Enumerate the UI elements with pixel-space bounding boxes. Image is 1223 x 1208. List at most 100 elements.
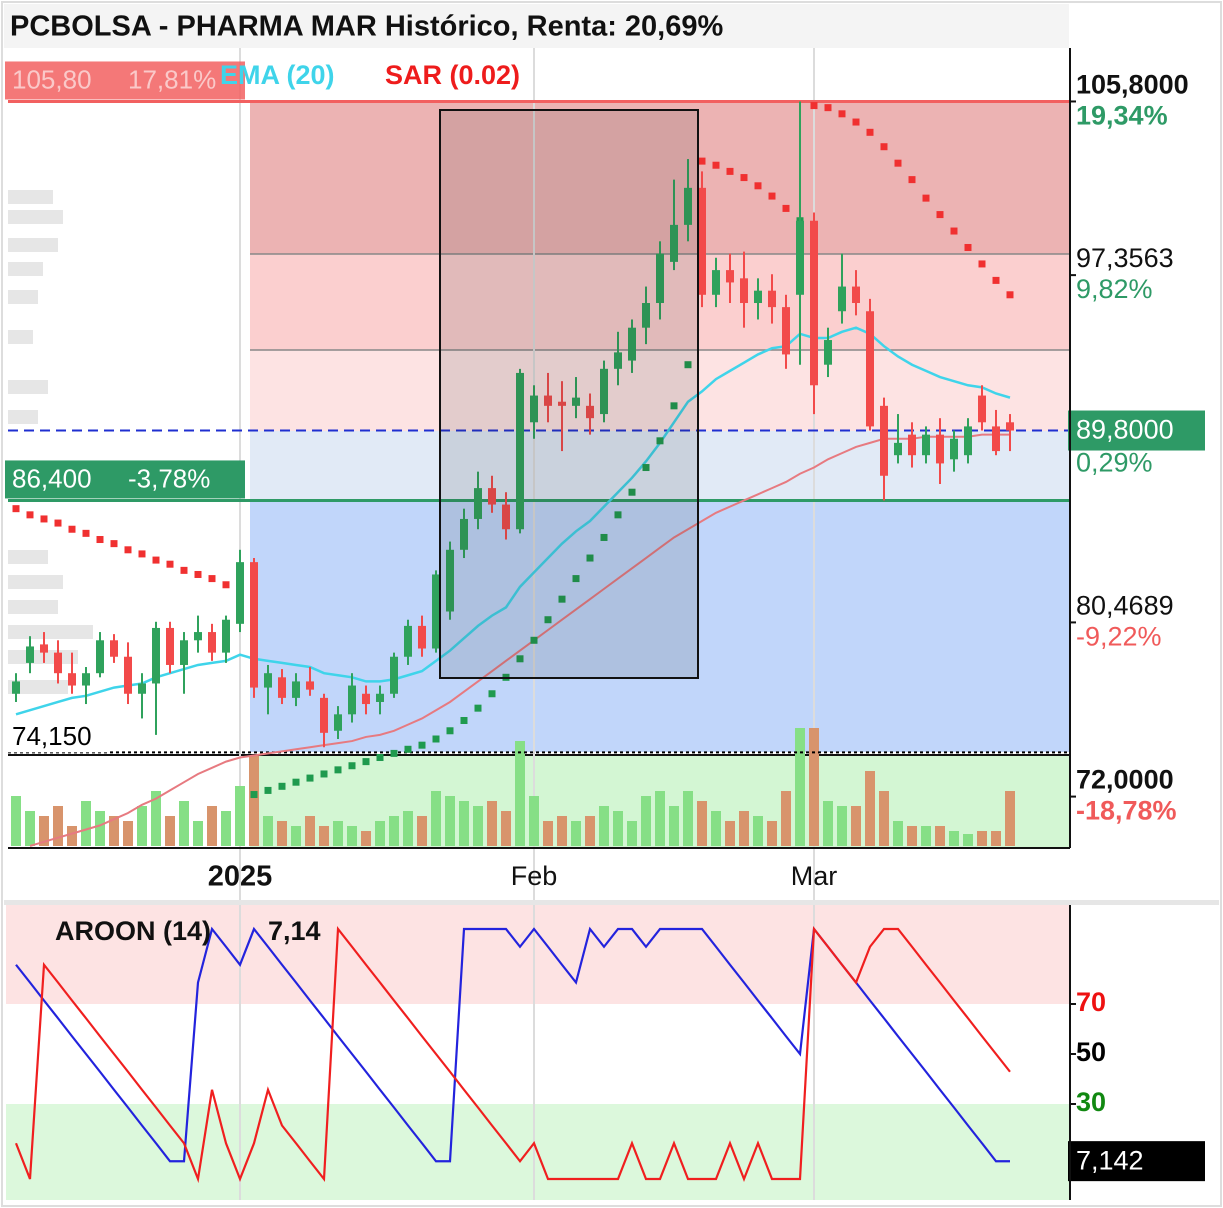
candle-body: [572, 397, 580, 406]
candle-body: [880, 405, 888, 476]
level-label: 74,150: [12, 721, 92, 751]
candle-body: [894, 442, 902, 456]
volume-bar: [305, 816, 315, 846]
candle-body: [628, 327, 636, 361]
volume-bar: [571, 821, 581, 846]
y-tick-change: 19,34%: [1076, 101, 1168, 131]
sar-dot: [278, 782, 286, 790]
volume-bar: [165, 816, 175, 846]
sar-dot: [474, 704, 482, 712]
sar-dot: [950, 227, 958, 235]
volume-bar: [67, 826, 77, 846]
sar-dot: [544, 616, 552, 624]
profile-bar: [8, 625, 93, 639]
sar-dot: [54, 519, 62, 527]
candle-body: [992, 426, 1000, 452]
profile-bar: [8, 575, 63, 589]
volume-bar: [417, 816, 427, 846]
sar-dot: [194, 570, 202, 578]
volume-bar: [711, 811, 721, 846]
level-label-box: [5, 61, 245, 100]
volume-bar: [613, 811, 623, 846]
sar-dot: [936, 211, 944, 219]
candle-body: [936, 434, 944, 464]
volume-bar: [375, 821, 385, 846]
ma-line: [29, 433, 1010, 847]
sar-dot: [530, 636, 538, 644]
candle-body: [222, 619, 230, 653]
candle-body: [320, 697, 328, 733]
volume-bar: [389, 816, 399, 846]
candle-body: [922, 434, 930, 456]
volume-bar: [781, 791, 791, 846]
candle-body: [250, 562, 258, 688]
plot: [8, 48, 1076, 1200]
candle-body: [110, 640, 118, 657]
y-tick-label: 105,8000: [1076, 70, 1189, 100]
sar-dot: [12, 505, 20, 513]
drawn-rectangle: [439, 109, 699, 679]
sar-dot: [838, 110, 846, 118]
volume-bar: [515, 741, 525, 846]
sar-dot: [992, 276, 1000, 284]
volume-bar: [137, 806, 147, 846]
candle-body: [474, 488, 482, 519]
aroon-tick-label: 30: [1076, 1087, 1106, 1117]
x-tick-label: 2025: [208, 861, 273, 893]
volume-bar: [879, 791, 889, 846]
volume-bar: [809, 728, 819, 846]
sar-dot: [866, 128, 874, 136]
volume-bar: [459, 801, 469, 846]
candle-body: [432, 574, 440, 649]
legend-sar: SAR (0.02): [385, 60, 520, 90]
candle-body: [404, 625, 412, 657]
sar-dot: [152, 556, 160, 564]
aroon-current: 7,14: [268, 916, 321, 946]
candle-body: [586, 405, 594, 419]
sar-dot: [642, 464, 650, 472]
volume-bar: [585, 816, 595, 846]
volume-bar: [179, 801, 189, 846]
volume-bar: [739, 811, 749, 846]
volume-bar: [851, 806, 861, 846]
volume-bar: [697, 801, 707, 846]
volume-bar: [11, 796, 21, 846]
sar-dot: [488, 690, 496, 698]
volume-bar: [949, 831, 959, 846]
legend-ema: EMA (20): [220, 60, 335, 90]
candle-body: [460, 518, 468, 550]
candle-body: [362, 693, 370, 705]
candle-body: [824, 340, 832, 365]
sar-dot: [894, 159, 902, 167]
candle-body: [740, 278, 748, 304]
volume-bar: [823, 801, 833, 846]
volume-bar: [753, 816, 763, 846]
level-label-box: [8, 722, 108, 753]
sar-dot: [250, 791, 258, 799]
candle-body: [544, 395, 552, 406]
candle-body: [978, 395, 986, 423]
aroon-last-box: [1068, 1141, 1205, 1182]
sar-dot: [446, 727, 454, 735]
sar-dot: [880, 143, 888, 151]
sar-dot: [852, 118, 860, 126]
volume-bar: [795, 728, 805, 846]
volume-bar: [907, 826, 917, 846]
volume-profile: [8, 190, 93, 694]
sar-dot: [516, 655, 524, 663]
candle-body: [138, 683, 146, 694]
volume-bar: [403, 811, 413, 846]
sar-dot: [684, 361, 692, 369]
sar-dot: [712, 161, 720, 169]
level-label-box: [5, 460, 245, 499]
candle-body: [40, 644, 48, 653]
sar-dot: [614, 511, 622, 519]
last-price-box: [1068, 410, 1205, 451]
sar-dot: [208, 575, 216, 583]
x-tick-label: Mar: [791, 861, 838, 891]
candle-body: [838, 286, 846, 312]
overlay-labels: 2025 Feb Mar 105,80 17,81% 86,400 -3,78% 74,150…: [5, 60, 1205, 1182]
volume-bar: [1005, 791, 1015, 846]
zone: [250, 500, 1070, 752]
